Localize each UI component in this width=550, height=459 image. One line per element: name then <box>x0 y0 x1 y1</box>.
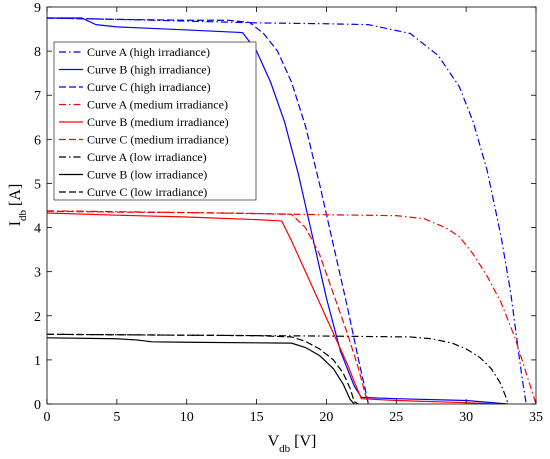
ticks-layer: 0 5 10 15 20 25 30 35 0 1 2 3 4 5 6 7 8 9 <box>34 1 543 425</box>
y-tick-label: 4 <box>34 222 41 237</box>
legend-label-1: Curve A (high irradiance) <box>87 45 210 59</box>
series-line-7 <box>47 333 509 404</box>
y-tick-label: 0 <box>34 398 41 413</box>
legend-box <box>53 41 257 201</box>
x-tick-label: 25 <box>389 410 403 425</box>
x-axis-label-sub: db <box>279 443 291 455</box>
series-line-8 <box>47 337 355 404</box>
x-axis-label-main: V <box>268 433 280 450</box>
x-tick-label: 20 <box>319 410 333 425</box>
legend: Curve A (high irradiance) Curve B (high i… <box>53 41 257 201</box>
legend-label-3: Curve C (high irradiance) <box>87 80 211 94</box>
y-tick-label: 6 <box>34 133 41 148</box>
legend-entries: Curve A (high irradiance) Curve B (high i… <box>59 45 229 199</box>
x-tick-label: 10 <box>180 410 194 425</box>
x-tick-label: 0 <box>44 410 51 425</box>
x-axis-label: Vdb [V] <box>268 433 317 455</box>
x-tick-label: 35 <box>529 410 543 425</box>
legend-label-7: Curve A (low irradiance) <box>87 150 207 164</box>
legend-label-2: Curve B (high irradiance) <box>87 63 211 77</box>
legend-label-5: Curve B (medium irradiance) <box>87 115 229 129</box>
series-line-4 <box>47 210 536 404</box>
legend-label-8: Curve B (low irradiance) <box>87 168 207 182</box>
legend-label-9: Curve C (low irradiance) <box>87 185 207 199</box>
y-tick-label: 3 <box>34 266 41 281</box>
y-tick-label: 7 <box>34 89 41 104</box>
y-tick-label: 8 <box>34 45 41 60</box>
y-axis-label: Idb [A] <box>7 184 29 227</box>
series-layer <box>47 17 536 404</box>
series-line-6 <box>47 210 369 404</box>
y-tick-label: 1 <box>34 354 41 369</box>
y-tick-label: 9 <box>34 1 41 16</box>
y-axis-label-main: I <box>7 221 24 226</box>
y-axis-label-sub: db <box>17 209 29 221</box>
y-tick-label: 2 <box>34 310 41 325</box>
legend-label-4: Curve A (medium irradiance) <box>87 98 228 112</box>
x-tick-label: 5 <box>113 410 120 425</box>
x-tick-label: 30 <box>459 410 473 425</box>
y-tick-label: 5 <box>34 177 41 192</box>
series-line-9 <box>47 333 359 404</box>
y-axis-label-unit: [A] <box>7 184 24 206</box>
plot-frame <box>46 6 537 405</box>
series-line-1 <box>47 17 527 404</box>
x-tick-label: 15 <box>250 410 264 425</box>
series-line-3 <box>47 17 369 404</box>
x-axis-label-unit: [V] <box>294 433 316 450</box>
legend-label-6: Curve C (medium irradiance) <box>87 133 229 147</box>
series-line-5 <box>47 212 495 404</box>
